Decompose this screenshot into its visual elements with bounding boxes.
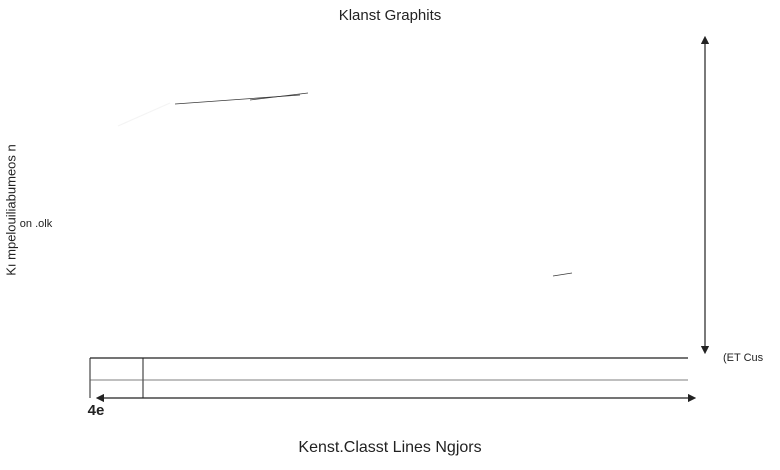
y-axis-title: Kı mpelouiliabumeos n — [3, 144, 18, 276]
side-label: on .olk — [20, 218, 53, 230]
annotation-line — [552, 272, 573, 277]
x-axis-title: Kenst.Classt Lines Ngjors — [298, 439, 481, 456]
annotation-line — [249, 92, 309, 101]
annotation-line — [117, 102, 171, 127]
chart-title: Klanst Graphits — [339, 7, 442, 24]
x-axis-corner: 4e — [88, 402, 105, 419]
right-label: (ET Cus — [723, 352, 764, 364]
